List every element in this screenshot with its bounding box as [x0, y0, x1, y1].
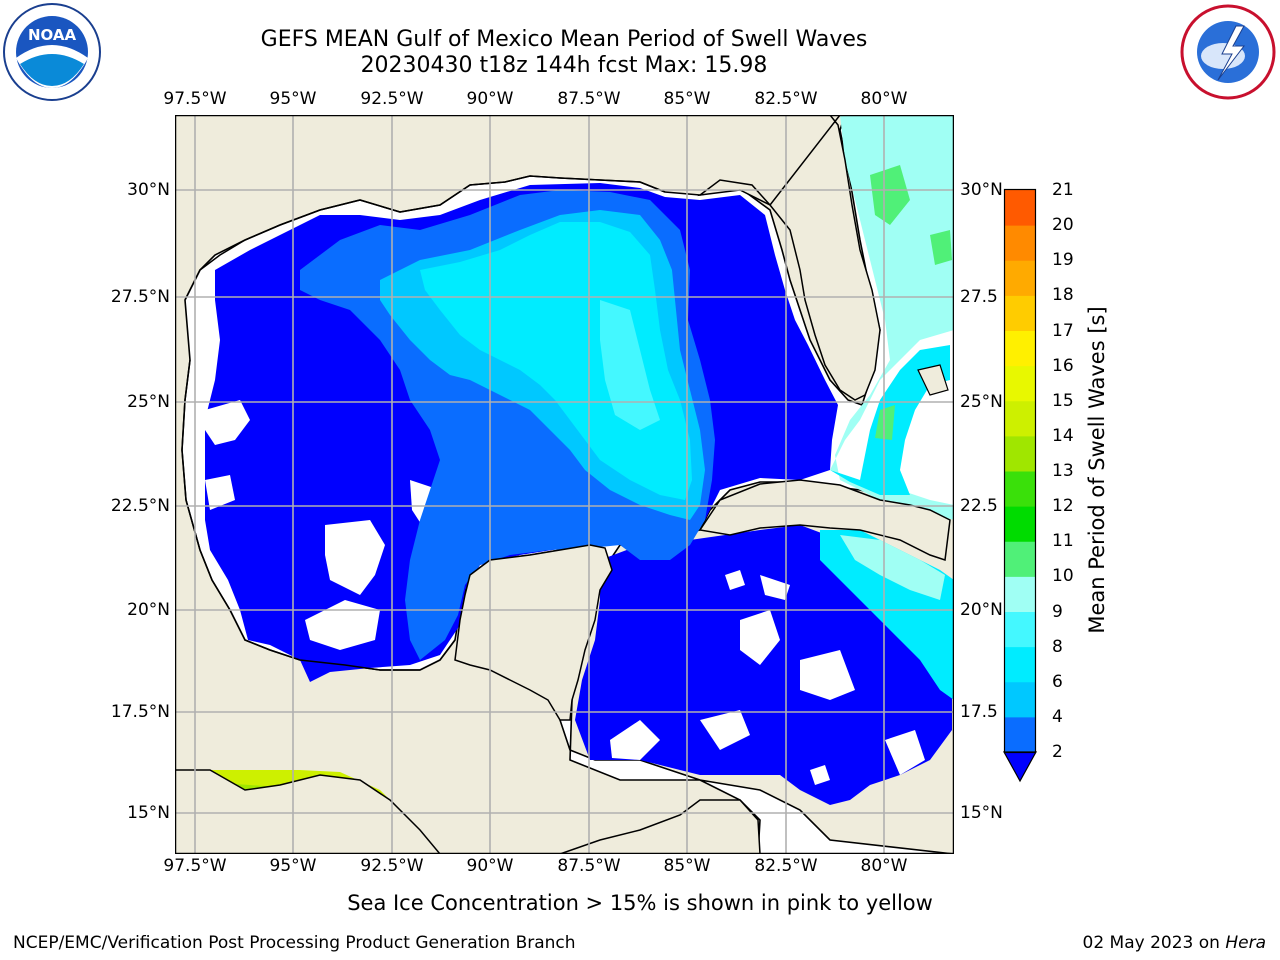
footer-host: Hera	[1225, 933, 1266, 953]
colorbar-swatch	[1005, 365, 1035, 402]
colorbar-swatch	[1005, 646, 1035, 683]
noaa-logo-icon: NOAA	[3, 3, 101, 101]
map-frame	[175, 115, 954, 854]
colorbar-tick-label: 15	[1052, 390, 1074, 411]
lat-tick-right: 15°N	[960, 803, 1003, 823]
swell-contour-8-9	[830, 115, 954, 520]
footer-date: 02 May 2023 on Hera	[1083, 933, 1267, 953]
lat-tick-left: 30°N	[127, 180, 170, 200]
colorbar-tick-label: 13	[1052, 461, 1074, 481]
colorbar-swatch	[1005, 611, 1035, 648]
lat-tick-left: 27.5°N	[110, 287, 170, 307]
lat-tick-left: 15°N	[127, 803, 170, 823]
lon-tick-top: 87.5°W	[557, 89, 621, 109]
colorbar-tick-label: 17	[1052, 320, 1074, 341]
nws-logo-icon	[1180, 4, 1276, 100]
noaa-logo-text: NOAA	[28, 26, 77, 44]
colorbar-swatch	[1005, 506, 1035, 542]
lon-tick-top: 92.5°W	[360, 89, 424, 109]
lat-tick-right: 22.5	[960, 496, 998, 516]
lon-tick-top: 95°W	[269, 89, 317, 109]
colorbar-swatch	[1005, 295, 1035, 331]
lat-tick-right: 30°N	[960, 180, 1003, 200]
lon-tick-bottom: 82.5°W	[754, 856, 818, 876]
colorbar-tick-label: 19	[1052, 250, 1074, 271]
colorbar-tick-label: 16	[1052, 355, 1074, 376]
colorbar-swatch	[1005, 330, 1035, 367]
colorbar	[1002, 188, 1038, 783]
lon-tick-bottom: 92.5°W	[360, 856, 424, 876]
lon-tick-bottom: 90°W	[466, 856, 514, 876]
lat-tick-left: 22.5°N	[110, 496, 170, 516]
colorbar-tick-label: 9	[1052, 601, 1063, 622]
lon-tick-top: 82.5°W	[754, 89, 818, 109]
map-subtitle: 20230430 t18z 144h fcst Max: 15.98	[360, 53, 768, 78]
lat-tick-left: 25°N	[127, 392, 170, 412]
colorbar-label: Mean Period of Swell Waves [s]	[1085, 306, 1109, 634]
yucatan-land	[454, 544, 613, 721]
lat-tick-right: 17.5	[960, 702, 998, 722]
map-title: GEFS MEAN Gulf of Mexico Mean Period of …	[260, 27, 868, 52]
lon-tick-bottom: 85°W	[663, 856, 711, 876]
colorbar-swatch	[1005, 435, 1035, 472]
map-gridlines	[175, 115, 954, 854]
colorbar-tick-label: 18	[1052, 285, 1074, 306]
colorbar-tick-label: 12	[1052, 496, 1074, 517]
lon-tick-top: 90°W	[466, 89, 514, 109]
footer-date-text: 02 May 2023 on	[1082, 933, 1226, 953]
colorbar-swatch	[1005, 681, 1035, 718]
lon-tick-top: 85°W	[663, 89, 711, 109]
cuba-land	[698, 479, 951, 562]
colorbar-swatch	[1005, 225, 1035, 261]
gulf-map	[175, 115, 954, 854]
colorbar-swatch	[1005, 400, 1035, 437]
colorbar-tick-label: 8	[1052, 636, 1063, 657]
colorbar-tick-label: 14	[1052, 425, 1074, 446]
colorbar-tick-label: 20	[1052, 215, 1074, 236]
colorbar-swatch	[1005, 541, 1035, 577]
lon-tick-bottom: 97.5°W	[163, 856, 227, 876]
lat-tick-right: 20°N	[960, 600, 1003, 620]
lon-tick-top: 80°W	[860, 89, 908, 109]
colorbar-swatch	[1005, 190, 1035, 226]
colorbar-swatch	[1005, 716, 1035, 753]
colorbar-tick-label: 4	[1052, 706, 1063, 727]
colorbar-tick-label: 11	[1052, 531, 1074, 552]
lon-tick-bottom: 80°W	[860, 856, 908, 876]
lon-tick-bottom: 95°W	[269, 856, 317, 876]
footer-credit: NCEP/EMC/Verification Post Processing Pr…	[13, 933, 576, 953]
lon-tick-bottom: 87.5°W	[557, 856, 621, 876]
lat-tick-left: 20°N	[127, 600, 170, 620]
lat-tick-left: 17.5°N	[110, 702, 170, 722]
colorbar-swatch	[1005, 576, 1035, 612]
colorbar-tick-label: 21	[1052, 180, 1074, 200]
colorbar-tick-label: 10	[1052, 566, 1074, 587]
colorbar-swatch	[1005, 471, 1035, 507]
colorbar-extend-min	[1002, 751, 1038, 783]
lat-tick-right: 25°N	[960, 392, 1003, 412]
swell-contour-6-8	[420, 222, 692, 500]
colorbar-tick-label: 6	[1052, 671, 1063, 692]
colorbar-swatch	[1005, 260, 1035, 296]
lon-tick-top: 97.5°W	[163, 89, 227, 109]
sea-ice-note: Sea Ice Concentration > 15% is shown in …	[347, 891, 933, 915]
florida-land	[769, 115, 954, 401]
colorbar-tick-label: 2	[1052, 742, 1063, 762]
lat-tick-right: 27.5	[960, 287, 998, 307]
